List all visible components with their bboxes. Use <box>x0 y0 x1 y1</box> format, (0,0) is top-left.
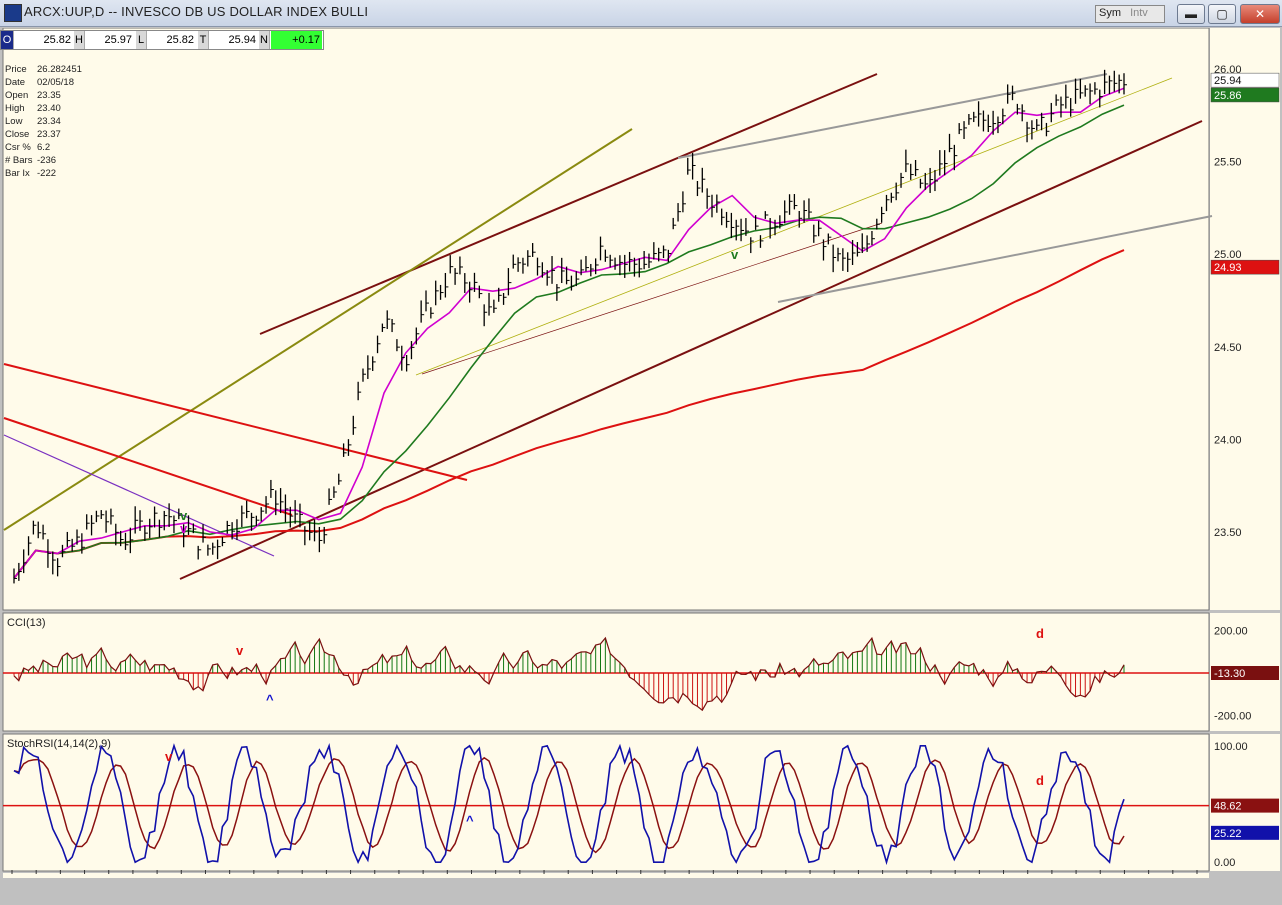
stoch-fast-line <box>13 742 1125 866</box>
close-button[interactable]: ✕ <box>1240 4 1280 24</box>
price-tick-label: 24.00 <box>1214 434 1242 446</box>
symbol-interval-selector[interactable]: Sym Intv <box>1095 5 1165 23</box>
data-row: Date 02/05/18 <box>5 77 74 88</box>
data-row: Close 23.37 <box>5 129 61 140</box>
data-row: Open 23.35 <box>5 90 61 101</box>
stochrsi-plot: StochRSI(14,14(2),9) v ^ d <box>3 738 1209 866</box>
data-window: Price 26.282451 Date 02/05/18 Open 23.35 Hi… <box>5 63 82 180</box>
stoch-annotation: v <box>165 749 173 764</box>
trend-line <box>777 215 1213 303</box>
window-title: ARCX:UUP,D -- INVESCO DB US DOLLAR INDEX… <box>24 4 369 19</box>
net-label: N <box>259 31 270 49</box>
stoch-annotation: ^ <box>466 813 474 828</box>
price-tick-label: 25.00 <box>1214 249 1242 261</box>
data-row: Low 23.34 <box>5 116 61 127</box>
trend-line <box>3 128 633 531</box>
price-tick-label: 23.50 <box>1214 527 1242 539</box>
trend-line <box>3 363 468 481</box>
open-value: 25.82 <box>43 34 71 46</box>
data-row: # Bars -236 <box>5 155 57 166</box>
stoch-badge <box>1211 798 1279 813</box>
cci-badge-label: -13.30 <box>1214 668 1245 680</box>
price-badge-label: 25.94 <box>1214 75 1242 87</box>
open-label: O <box>1 31 14 49</box>
stoch-badge <box>1211 825 1279 840</box>
low-value: 25.82 <box>166 34 194 46</box>
ma-mid-line <box>13 104 1125 579</box>
stoch-annotation: d <box>1036 773 1044 788</box>
price-plot: vvv <box>3 69 1213 584</box>
stoch-badge-label: 25.22 <box>1214 828 1242 840</box>
app-icon <box>4 4 22 22</box>
data-row: Bar Ix -222 <box>5 168 57 179</box>
price-panel[interactable] <box>2 27 1210 611</box>
trend-line <box>677 73 1108 159</box>
last-label: T <box>198 31 209 49</box>
stoch-slow-line <box>13 756 1125 854</box>
high-value: 25.97 <box>104 34 132 46</box>
cci-annotation: v <box>236 643 244 658</box>
cci-tick-label: 200.00 <box>1214 626 1248 638</box>
data-row: Csr % 6.2 <box>5 142 51 153</box>
price-badge <box>1210 259 1280 275</box>
price-badge <box>1210 87 1280 103</box>
high-label: H <box>74 31 85 49</box>
chart-svg[interactable]: vvv CCI(13)v^d StochRSI(14,14(2),9)v^d 2… <box>2 27 1280 903</box>
cci-badge <box>1211 666 1279 680</box>
quote-bar: O 25.82 H 25.97 L 25.82 T 25.94 N +0.17 <box>0 30 324 50</box>
ma-short-line <box>13 87 1125 579</box>
trend-line <box>179 120 1203 580</box>
stoch-tick-label: 0.00 <box>1214 857 1235 869</box>
cci-panel[interactable] <box>2 612 1210 732</box>
price-tick-label: 25.50 <box>1214 157 1242 169</box>
sym-button[interactable]: Sym <box>1099 7 1121 19</box>
stoch-badge-label: 48.62 <box>1214 801 1242 813</box>
minimize-button[interactable]: ▬ <box>1177 4 1205 24</box>
intv-button[interactable]: Intv <box>1130 7 1148 19</box>
price-annotation: v <box>180 521 188 536</box>
cci-annotation: d <box>1036 626 1044 641</box>
stoch-title: StochRSI(14,14(2),9) <box>7 738 111 750</box>
last-value: 25.94 <box>228 34 256 46</box>
price-annotation: v <box>180 508 188 523</box>
price-annotation: v <box>731 247 739 262</box>
cci-annotation: ^ <box>266 692 274 707</box>
trend-line <box>3 417 293 516</box>
date-axis <box>3 873 1209 878</box>
price-axis <box>1210 28 1280 610</box>
cci-tick-label: -200.00 <box>1214 710 1251 722</box>
data-row: Price 26.282451 <box>5 64 82 75</box>
maximize-button[interactable]: ▢ <box>1208 4 1236 24</box>
price-badge <box>1210 72 1280 88</box>
title-bar[interactable]: ARCX:UUP,D -- INVESCO DB US DOLLAR INDEX… <box>0 0 1282 27</box>
data-row: High 23.40 <box>5 103 61 114</box>
low-label: L <box>136 31 147 49</box>
cci-plot: CCI(13) v ^ d <box>3 617 1209 712</box>
cci-line <box>13 636 1125 712</box>
price-badge-label: 24.93 <box>1214 262 1242 274</box>
cci-title: CCI(13) <box>7 617 46 629</box>
ma-long-line <box>13 249 1125 579</box>
trend-line <box>421 222 883 375</box>
stoch-tick-label: 100.00 <box>1214 741 1248 753</box>
net-value: +0.17 <box>271 31 322 49</box>
price-tick-label: 24.50 <box>1214 342 1242 354</box>
trend-line <box>259 73 878 335</box>
price-badge-label: 25.86 <box>1214 90 1242 102</box>
